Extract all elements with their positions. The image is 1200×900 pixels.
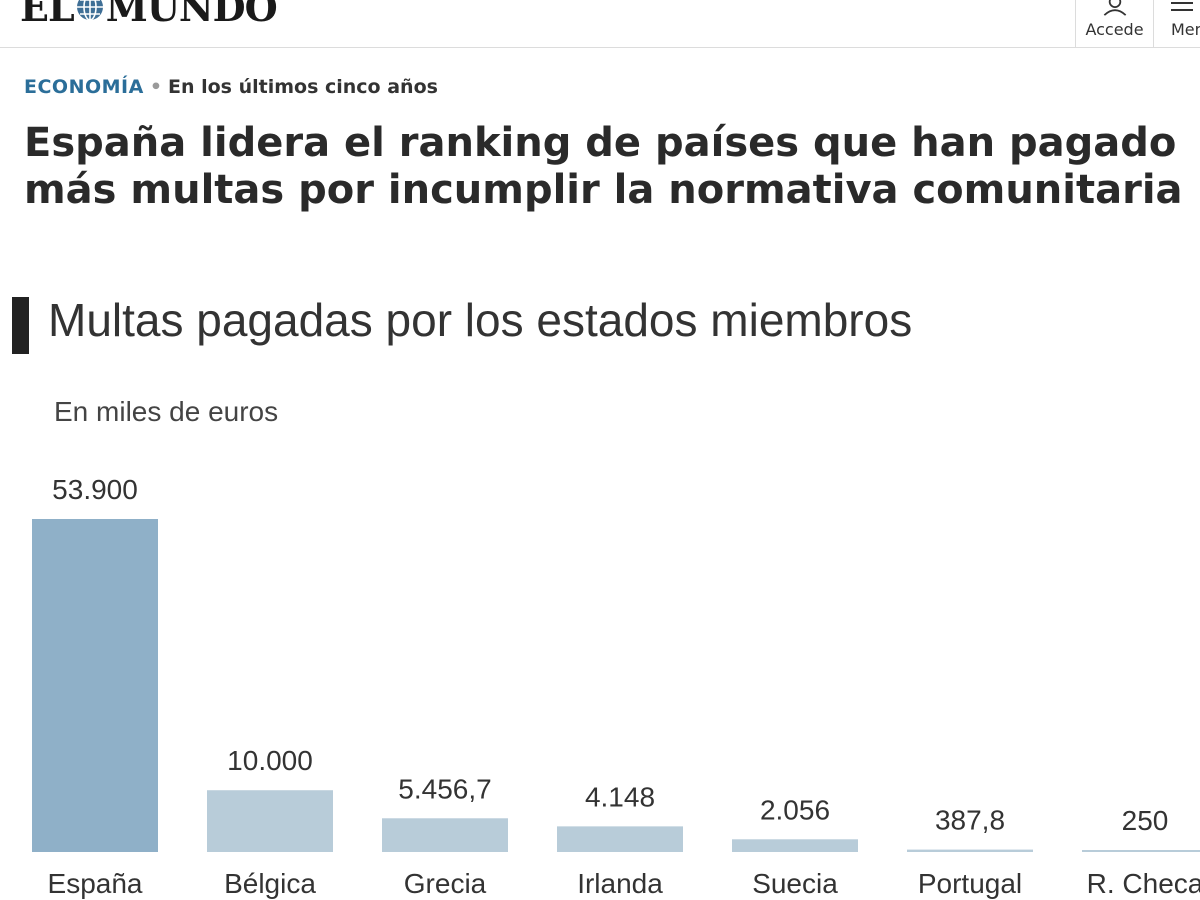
bar-1 [207,790,333,852]
menu-button[interactable]: Menú [1153,0,1200,47]
value-label-6: 250 [1122,805,1169,836]
bar-0 [32,519,158,852]
value-label-3: 4.148 [585,781,655,812]
bar-6 [1082,850,1200,852]
user-icon [1103,0,1126,16]
chart-title: Multas pagadas por los estados miembros [48,294,913,346]
value-label-5: 387,8 [935,805,1005,836]
bar-2 [382,818,508,852]
category-label-2: Grecia [404,868,487,899]
value-label-0: 53.900 [52,474,138,505]
category-label-3: Irlanda [577,868,663,899]
logo-text-left: EL [20,0,75,30]
article-headline: España lidera el ranking de países que h… [24,120,1183,213]
menu-label: Menú [1171,20,1200,39]
category-label-4: Suecia [752,868,838,899]
login-label: Accede [1085,20,1144,39]
logo-text-right: MUNDO [105,0,278,30]
chart-title-marker [12,297,29,354]
section-link[interactable]: ECONOMÍA [24,76,144,98]
article-subtitle: En los últimos cinco años [167,76,438,98]
bar-3 [557,826,683,852]
chart-unit-label: En miles de euros [54,396,279,427]
bar-4 [732,839,858,852]
bar-5 [907,849,1033,852]
category-label-6: R. Checa [1087,868,1200,899]
site-header: EL MUNDO Accede Menú [0,0,1200,48]
value-label-2: 5.456,7 [398,773,491,804]
value-label-4: 2.056 [760,794,830,825]
site-logo[interactable]: EL MUNDO [20,0,278,30]
value-label-1: 10.000 [227,745,313,776]
category-label-1: Bélgica [224,868,316,899]
article-kicker: ECONOMÍA • En los últimos cinco años [24,76,438,98]
category-label-5: Portugal [918,868,1022,899]
globe-icon [76,0,103,21]
hamburger-icon [1171,2,1193,11]
category-label-0: España [48,868,143,899]
kicker-separator: • [149,76,162,98]
login-button[interactable]: Accede [1075,0,1153,47]
